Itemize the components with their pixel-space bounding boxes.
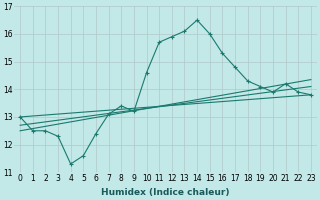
X-axis label: Humidex (Indice chaleur): Humidex (Indice chaleur)	[101, 188, 230, 197]
